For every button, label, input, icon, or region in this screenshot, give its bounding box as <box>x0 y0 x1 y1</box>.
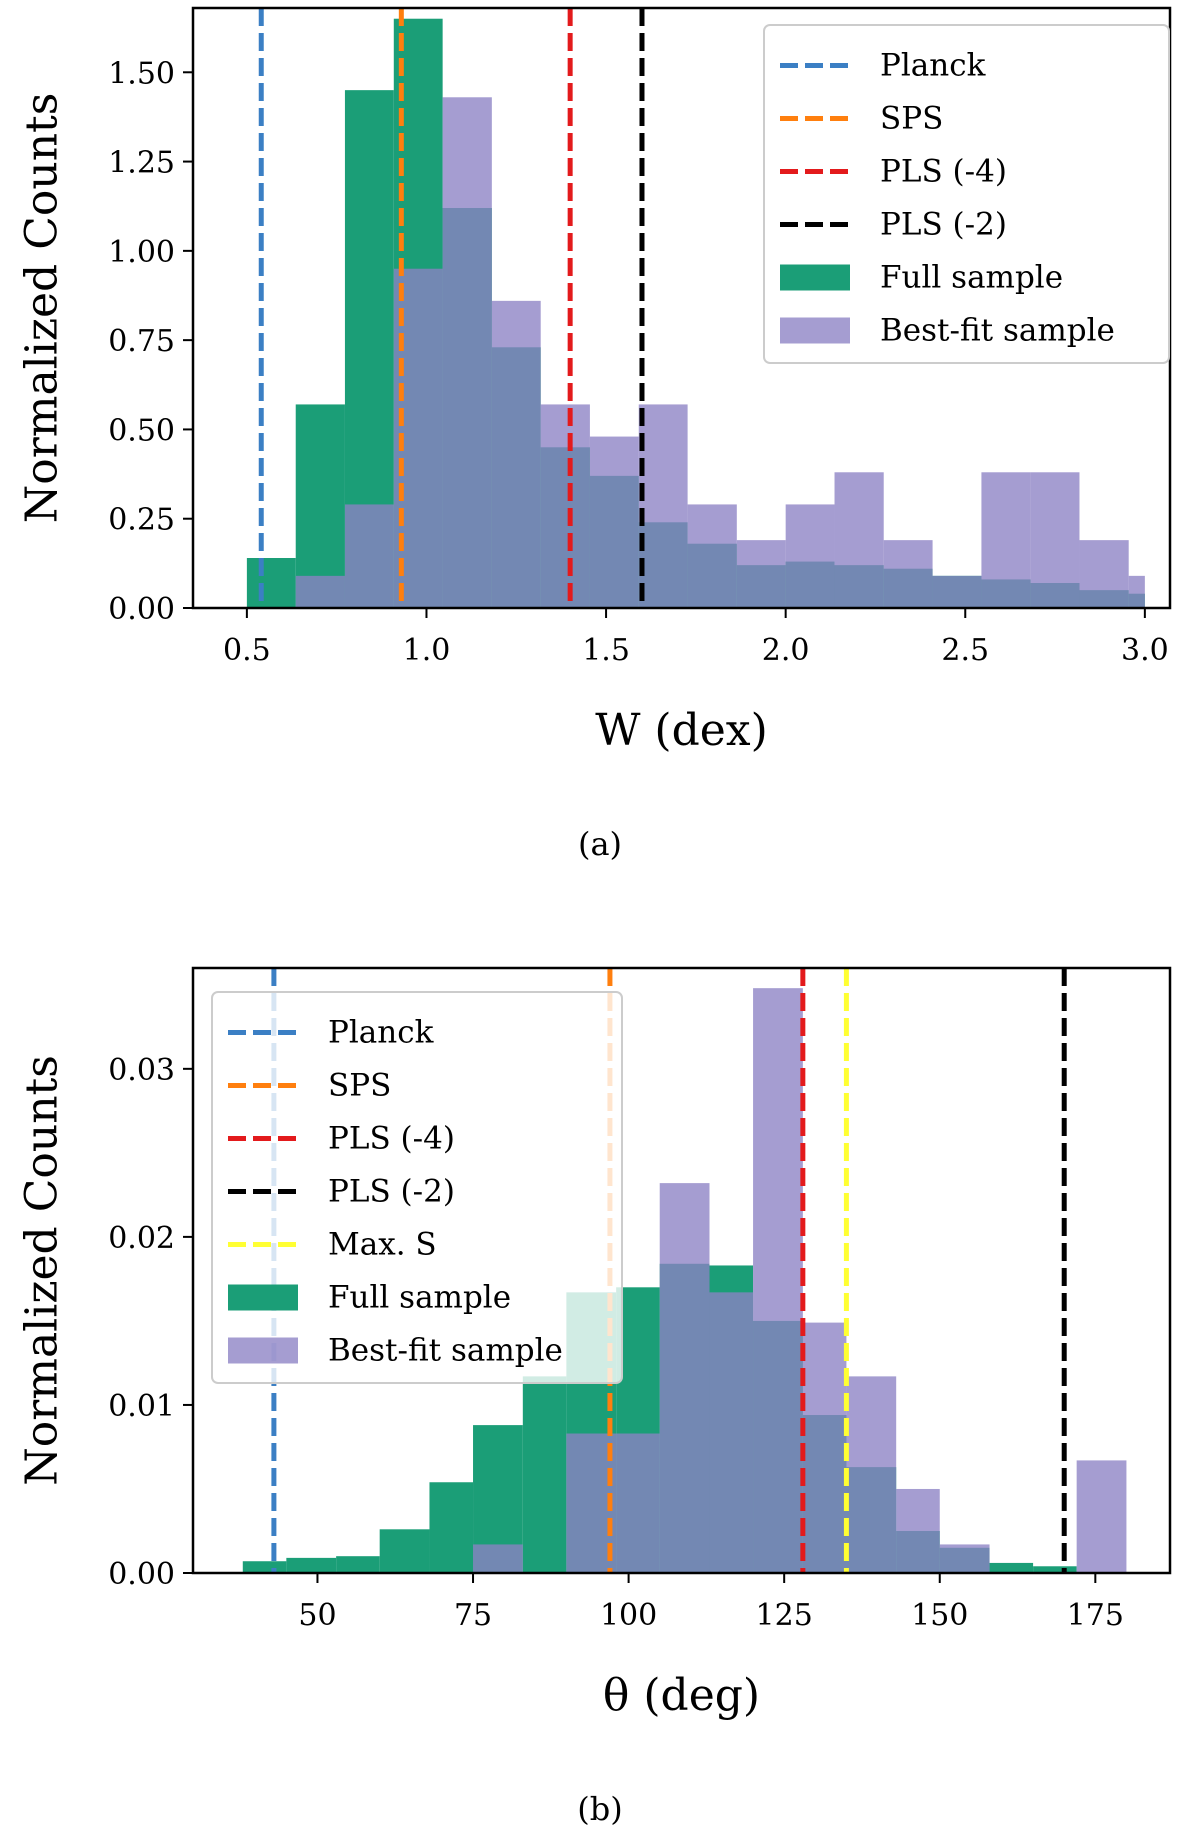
histogram-bar <box>246 558 296 608</box>
legend-entry-label: Full sample <box>880 260 1063 296</box>
x-tick-label: 0.5 <box>223 633 271 668</box>
histogram-bar <box>295 404 345 608</box>
histogram-bar <box>659 1183 710 1573</box>
x-tick-label: 1.0 <box>403 633 451 668</box>
panel-label: (b) <box>577 1790 622 1828</box>
histogram-bar <box>295 575 345 608</box>
legend-entry-label: Planck <box>328 1015 434 1051</box>
histogram-bar <box>286 1557 337 1573</box>
x-tick-label: 100 <box>600 1598 657 1633</box>
histogram-bar <box>638 404 688 608</box>
plot-frame <box>191 966 1172 1575</box>
histogram-bar <box>939 1544 990 1573</box>
histogram-bar <box>1128 575 1145 608</box>
x-tick-label: 3.0 <box>1121 633 1169 668</box>
histogram-bar <box>753 988 803 1573</box>
legend-swatch-patch <box>780 264 850 291</box>
legend-entry-label: SPS <box>880 101 943 137</box>
histogram-bar <box>442 97 492 609</box>
histogram-bar <box>522 1376 567 1573</box>
legend-swatch-patch <box>228 1284 298 1311</box>
x-tick-label: 150 <box>911 1598 968 1633</box>
y-tick-label: 1.25 <box>108 146 175 181</box>
legend-entry-label: Best-fit sample <box>880 313 1115 349</box>
histogram-bar <box>1030 472 1080 608</box>
x-tick-label: 125 <box>756 1598 813 1633</box>
histogram-bar <box>785 504 835 608</box>
y-tick-label: 0.01 <box>108 1389 175 1424</box>
series-best-fit-sample <box>473 988 1127 1573</box>
histogram-bar <box>834 472 884 608</box>
legend-swatch-patch <box>228 1337 298 1364</box>
y-tick-label: 0.50 <box>108 413 175 448</box>
chart-panel-0: 0.5 1.0 1.5 2.0 2.5 3.0 0.00 0.25 0.50 0.75 1.00 1.… <box>17 6 1172 863</box>
histogram-bar <box>379 1529 430 1573</box>
legend-box <box>763 24 1170 364</box>
legend-entry-label: SPS <box>328 1068 391 1104</box>
legend-swatch-patch <box>780 317 850 344</box>
legend-entry-label: PLS (-4) <box>328 1121 455 1157</box>
legend-entry-label: Max. S <box>328 1227 437 1263</box>
legend-entry-label: Full sample <box>328 1280 511 1316</box>
histogram-bar <box>883 540 933 608</box>
x-tick-label: 175 <box>1067 1598 1124 1633</box>
histogram-bar <box>473 1544 523 1573</box>
legend-entry-label: PLS (-2) <box>328 1174 455 1210</box>
legend-box <box>211 991 623 1384</box>
y-tick-label: 0.00 <box>108 1557 175 1592</box>
histogram-bar <box>896 1488 940 1573</box>
histogram-bar <box>1033 1566 1077 1573</box>
panel-label: (a) <box>578 825 622 863</box>
legend: Planck SPS PLS (-4) PLS (-2) Max. S Full samp… <box>211 991 623 1384</box>
series-best-fit-sample <box>295 97 1145 609</box>
histogram-bar <box>540 404 590 608</box>
histogram-bar <box>344 504 394 608</box>
y-tick-label: 1.50 <box>108 56 175 91</box>
histogram-bar <box>589 436 639 608</box>
legend: Planck SPS PLS (-4) PLS (-2) Full sample Best… <box>763 24 1170 364</box>
y-tick-label: 0.02 <box>108 1221 175 1256</box>
y-tick-label: 0.25 <box>108 503 175 538</box>
legend-entry-label: Best-fit sample <box>328 1333 563 1369</box>
histogram-bar <box>242 1561 287 1573</box>
y-tick-label: 0.03 <box>108 1053 175 1088</box>
histogram-bar <box>846 1376 897 1573</box>
histogram-bar <box>687 504 737 608</box>
x-axis-label: θ (deg) <box>603 1670 760 1721</box>
chart-panel-1: 50 75 100 125 150 175 0.00 0.01 0.02 0.03 θ (deg) N… <box>17 966 1172 1828</box>
legend-entry-label: PLS (-4) <box>880 154 1007 190</box>
histogram-bar <box>429 1482 474 1573</box>
histogram-bar <box>932 575 982 608</box>
x-tick-label: 2.5 <box>941 633 989 668</box>
x-tick-label: 50 <box>298 1598 336 1633</box>
legend-entry-label: Planck <box>880 48 986 84</box>
x-axis-label: W (dex) <box>595 705 768 756</box>
y-tick-label: 1.00 <box>108 235 175 270</box>
y-axis-label: Normalized Counts <box>17 93 68 524</box>
histogram-bar <box>336 1556 380 1573</box>
histogram-bar <box>709 1292 754 1573</box>
histogram-bar <box>981 472 1031 608</box>
y-tick-label: 0.75 <box>108 324 175 359</box>
histogram-bar <box>1076 1460 1127 1573</box>
legend-entry-label: PLS (-2) <box>880 207 1007 243</box>
x-tick-label: 75 <box>454 1598 492 1633</box>
y-tick-label: 0.00 <box>108 592 175 627</box>
histogram-bar <box>736 540 786 608</box>
x-tick-label: 1.5 <box>582 633 630 668</box>
y-axis-label: Normalized Counts <box>17 1055 68 1486</box>
histogram-bar <box>491 300 541 608</box>
histogram-bar <box>1079 540 1129 608</box>
histogram-bar <box>989 1562 1034 1573</box>
x-tick-label: 2.0 <box>762 633 810 668</box>
histogram-bar <box>802 1322 847 1573</box>
histogram-bar <box>616 1433 660 1573</box>
